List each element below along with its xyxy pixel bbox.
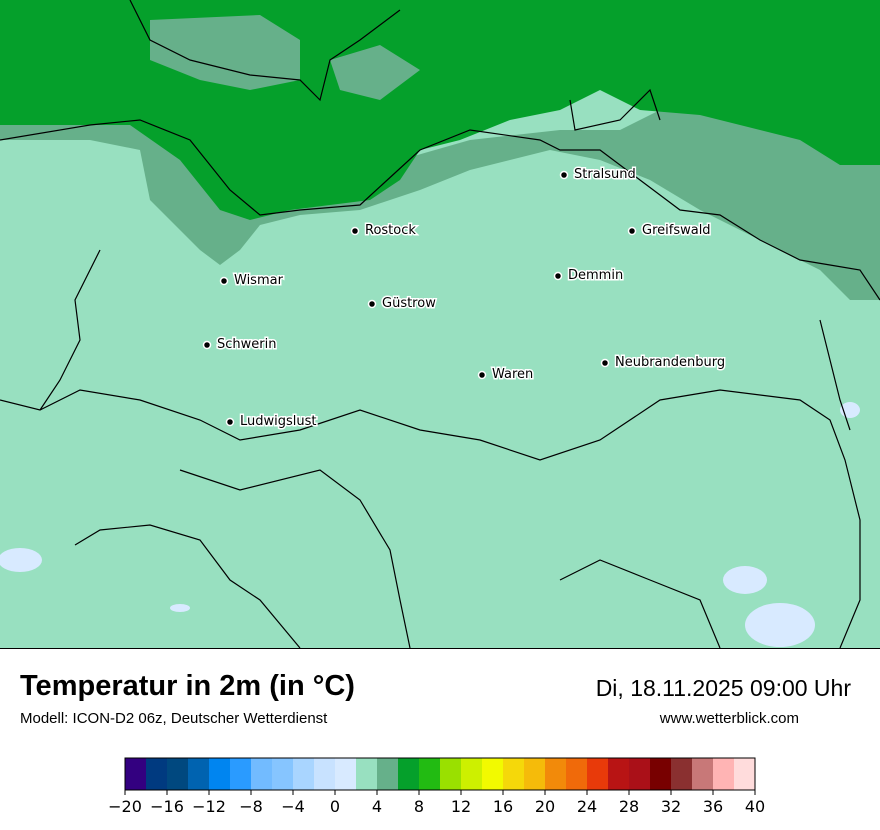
- colorbar-bin: [461, 758, 483, 790]
- city-label: Demmin: [568, 268, 623, 283]
- city-dot: [553, 271, 563, 281]
- colorbar-bin: [671, 758, 693, 790]
- city-dot: [225, 417, 235, 427]
- forecast-datetime: Di, 18.11.2025 09:00 Uhr: [595, 675, 851, 701]
- colorbar-bin: [167, 758, 189, 790]
- colorbar-bin: [629, 758, 651, 790]
- colorbar-tick-label: 24: [577, 797, 597, 816]
- colorbar-bin: [713, 758, 735, 790]
- colorbar-bin: [293, 758, 315, 790]
- city-dot: [367, 299, 377, 309]
- colorbar-bin: [419, 758, 441, 790]
- city-dot: [627, 226, 637, 236]
- temperature-map: Stralsund Rostock Greifswald Wismar Demmin Gü…: [0, 0, 880, 649]
- colorbar-bin: [251, 758, 273, 790]
- colorbar-tick-label: −16: [150, 797, 184, 816]
- colorbar-bin: [146, 758, 168, 790]
- colorbar-bin: [272, 758, 294, 790]
- colorbar-bin: [230, 758, 252, 790]
- city-label: Neubrandenburg: [615, 355, 725, 370]
- colorbar-tick-label: 4: [372, 797, 382, 816]
- colorbar-tick-label: −12: [192, 797, 226, 816]
- colorbar-bin: [545, 758, 567, 790]
- website-link[interactable]: www.wetterblick.com: [659, 710, 799, 727]
- colorbar-tick-label: 16: [493, 797, 513, 816]
- colorbar-tick-label: 8: [414, 797, 424, 816]
- city-label: Güstrow: [382, 296, 436, 311]
- map-title: Temperatur in 2m (in °C): [20, 670, 355, 702]
- colorbar-tick-label: 36: [703, 797, 723, 816]
- city-dot: [219, 276, 229, 286]
- colorbar-bin: [356, 758, 378, 790]
- colorbar-frame: [124, 757, 756, 791]
- colorbar-bin: [398, 758, 420, 790]
- city-dot: [600, 358, 610, 368]
- colorbar-bin: [650, 758, 672, 790]
- colorbar-tick-label: 20: [535, 797, 555, 816]
- colorbar-bin: [608, 758, 630, 790]
- colorbar-tick-label: −20: [108, 797, 142, 816]
- colorbar-tick-label: −4: [281, 797, 305, 816]
- coastal-band: [0, 100, 880, 300]
- city-label: Wismar: [234, 273, 284, 288]
- borders: [0, 0, 880, 648]
- city-label: Ludwigslust: [240, 414, 317, 429]
- model-info: Modell: ICON-D2 06z, Deutscher Wetterdie…: [20, 710, 328, 727]
- city-dot: [350, 226, 360, 236]
- colorbar-tick-label: −8: [239, 797, 263, 816]
- city-label: Stralsund: [574, 167, 636, 182]
- colorbar-bin: [209, 758, 231, 790]
- colorbar-bin: [335, 758, 357, 790]
- colorbar-legend: −20 −16 −12 −8 −4 0 4 8 12 16 20 24 28 32 36 40: [108, 757, 765, 816]
- city-label: Greifswald: [642, 223, 711, 238]
- colorbar-tick-label: 32: [661, 797, 681, 816]
- colorbar-bin: [692, 758, 714, 790]
- colorbar-bin: [734, 758, 756, 790]
- sea-area-inner: [150, 15, 420, 100]
- city-dot: [202, 340, 212, 350]
- colorbar-bin: [482, 758, 504, 790]
- colorbar-bin: [587, 758, 609, 790]
- colorbar-bin: [314, 758, 336, 790]
- colorbar-bin: [524, 758, 546, 790]
- colorbar-bin: [188, 758, 210, 790]
- city-label: Waren: [492, 367, 533, 382]
- colorbar-tick-label: 0: [330, 797, 340, 816]
- colorbar-tick-label: 40: [745, 797, 765, 816]
- city-label: Rostock: [365, 223, 416, 238]
- colorbar-tick-label: 12: [451, 797, 471, 816]
- colorbar-bin: [377, 758, 399, 790]
- colorbar-bin: [440, 758, 462, 790]
- city-dot: [477, 370, 487, 380]
- colorbar-tick-label: 28: [619, 797, 639, 816]
- colorbar-bin: [125, 758, 147, 790]
- city-dot: [559, 170, 569, 180]
- city-label: Schwerin: [217, 337, 276, 352]
- city-markers: Stralsund Rostock Greifswald Wismar Demmin Gü…: [202, 166, 727, 431]
- colorbar-bin: [503, 758, 525, 790]
- colorbar-bin: [566, 758, 588, 790]
